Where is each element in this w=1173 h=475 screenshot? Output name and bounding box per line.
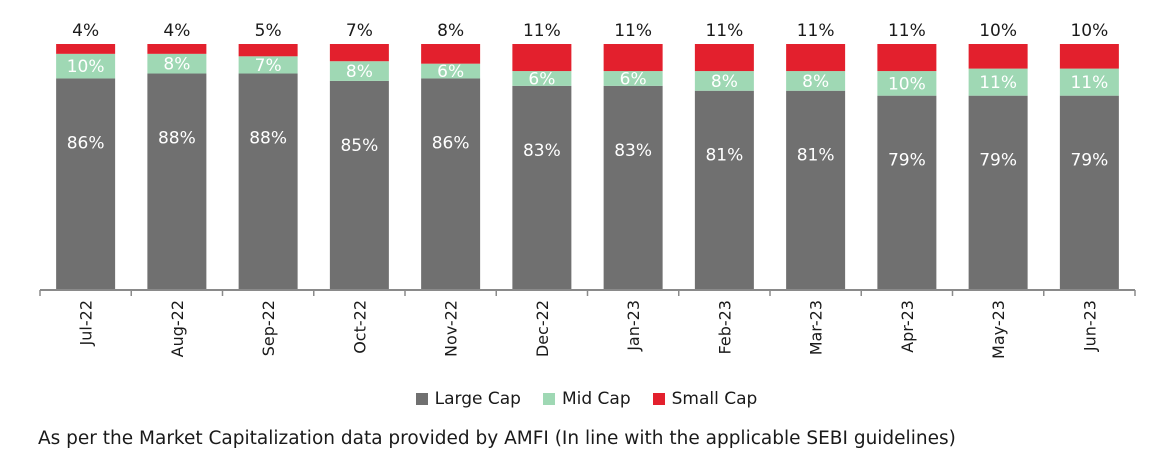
data-label-mid-cap-6: 6% [620,69,647,89]
bar-large-cap-8 [786,90,846,291]
data-label-small-cap-9: 11% [888,21,926,41]
data-label-small-cap-10: 10% [979,21,1017,41]
data-label-mid-cap-4: 6% [437,62,464,82]
bar-small-cap-11 [1059,44,1119,69]
legend-label-large-cap: Large Cap [434,389,521,409]
data-label-large-cap-7: 81% [705,146,743,166]
bar-large-cap-9 [877,95,937,290]
x-tick-label-5: Dec-22 [533,300,552,357]
bar-large-cap-1 [147,73,207,291]
data-label-large-cap-5: 83% [523,141,561,161]
legend-item-mid-cap: Mid Cap [542,389,631,409]
bar-large-cap-0 [56,78,116,290]
bar-small-cap-9 [877,44,937,72]
bar-mid-cap-7 [694,71,754,91]
x-tick-label-11: Jun-23 [1080,300,1099,352]
data-label-large-cap-2: 88% [249,129,287,149]
bar-small-cap-0 [56,44,116,54]
legend-label-mid-cap: Mid Cap [561,389,631,409]
data-label-small-cap-5: 11% [523,21,561,41]
bar-large-cap-7 [694,90,754,291]
bar-large-cap-3 [329,80,389,291]
data-label-large-cap-10: 79% [979,151,1017,171]
bar-mid-cap-5 [512,71,572,86]
data-label-small-cap-0: 4% [72,21,99,41]
bar-large-cap-4 [421,78,481,290]
data-label-small-cap-1: 4% [163,21,190,41]
x-tick-label-0: Jul-22 [77,300,96,346]
bar-mid-cap-8 [786,71,846,91]
bar-large-cap-2 [238,73,298,291]
legend-swatch-small-cap [652,393,665,405]
data-label-small-cap-8: 11% [797,21,835,41]
data-label-small-cap-3: 7% [346,21,373,41]
data-label-mid-cap-2: 7% [255,56,282,76]
data-label-mid-cap-1: 8% [163,55,190,75]
legend-label-small-cap: Small Cap [671,389,758,409]
bar-small-cap-4 [421,44,481,64]
bar-small-cap-2 [238,44,298,57]
x-tick-label-8: Mar-23 [807,300,826,355]
x-tick-label-4: Nov-22 [442,300,461,357]
data-label-large-cap-6: 83% [614,141,652,161]
chart-legend: Large Cap Mid Cap Small Cap [0,389,1173,409]
bar-large-cap-5 [512,85,572,290]
bar-mid-cap-3 [329,61,389,81]
legend-item-small-cap: Small Cap [652,389,758,409]
data-label-mid-cap-3: 8% [346,62,373,82]
x-tick-label-1: Aug-22 [168,300,187,357]
data-label-mid-cap-10: 11% [979,73,1017,93]
stacked-bar-chart: 86% 10% 4% 88% 8% 4% 88% 7% 5% 85% 8% 7% 86% 6% 8% 83% 6… [39,21,1136,359]
bar-large-cap-6 [603,85,663,290]
bar-large-cap-11 [1059,95,1119,290]
bar-mid-cap-0 [56,53,116,79]
bar-mid-cap-6 [603,71,663,86]
bar-mid-cap-4 [421,63,481,79]
chart-canvas: 86% 10% 4% 88% 8% 4% 88% 7% 5% 85% 8% 7% 86% 6% 8% 83% 6… [39,21,1136,359]
bar-small-cap-7 [694,44,754,72]
bar-small-cap-6 [603,44,663,72]
data-label-large-cap-11: 79% [1070,151,1108,171]
data-label-large-cap-1: 88% [158,129,196,149]
legend-item-large-cap: Large Cap [415,389,521,409]
bar-small-cap-1 [147,44,207,54]
x-tick-label-2: Sep-22 [259,300,278,356]
bar-mid-cap-11 [1059,68,1119,96]
bar-small-cap-5 [512,44,572,72]
data-label-small-cap-7: 11% [705,21,743,41]
bar-mid-cap-9 [877,71,937,96]
data-label-large-cap-8: 81% [797,146,835,166]
data-label-mid-cap-9: 10% [888,74,926,94]
data-label-large-cap-0: 86% [67,133,105,153]
data-label-mid-cap-11: 11% [1070,73,1108,93]
data-label-large-cap-3: 85% [340,136,378,156]
bar-small-cap-8 [786,44,846,72]
data-label-mid-cap-0: 10% [67,57,105,77]
legend-swatch-large-cap [415,393,428,405]
bar-small-cap-3 [329,44,389,62]
data-label-small-cap-4: 8% [437,21,464,41]
legend-swatch-mid-cap [542,393,555,405]
data-label-large-cap-4: 86% [432,133,470,153]
x-tick-label-9: Apr-23 [898,300,917,353]
bar-large-cap-10 [968,95,1028,290]
data-label-mid-cap-8: 8% [802,72,829,92]
footnote: As per the Market Capitalization data pr… [38,428,956,449]
data-label-small-cap-11: 10% [1070,21,1108,41]
data-label-small-cap-2: 5% [255,21,282,41]
x-tick-label-3: Oct-22 [350,300,369,354]
data-label-mid-cap-7: 8% [711,72,738,92]
x-tick-label-10: May-23 [989,300,1008,359]
bar-mid-cap-2 [238,56,298,74]
data-label-large-cap-9: 79% [888,151,926,171]
data-label-mid-cap-5: 6% [528,69,555,89]
x-tick-label-6: Jan-23 [624,300,643,352]
data-label-small-cap-6: 11% [614,21,652,41]
x-tick-label-7: Feb-23 [715,300,734,354]
bar-small-cap-10 [968,44,1028,69]
bar-mid-cap-1 [147,53,207,74]
bar-mid-cap-10 [968,68,1028,96]
